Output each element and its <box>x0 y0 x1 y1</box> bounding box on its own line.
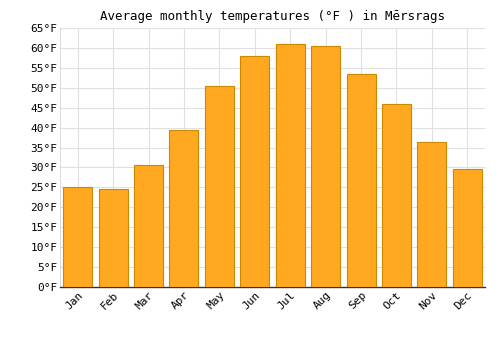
Bar <box>205 86 234 287</box>
Bar <box>98 189 128 287</box>
Bar <box>240 56 270 287</box>
Bar <box>276 44 304 287</box>
Bar <box>63 187 92 287</box>
Bar <box>382 104 411 287</box>
Bar <box>453 169 482 287</box>
Bar <box>311 46 340 287</box>
Bar <box>170 130 198 287</box>
Title: Average monthly temperatures (°F ) in Mērsrags: Average monthly temperatures (°F ) in Mē… <box>100 10 445 23</box>
Bar <box>134 166 163 287</box>
Bar <box>346 74 376 287</box>
Bar <box>418 141 446 287</box>
